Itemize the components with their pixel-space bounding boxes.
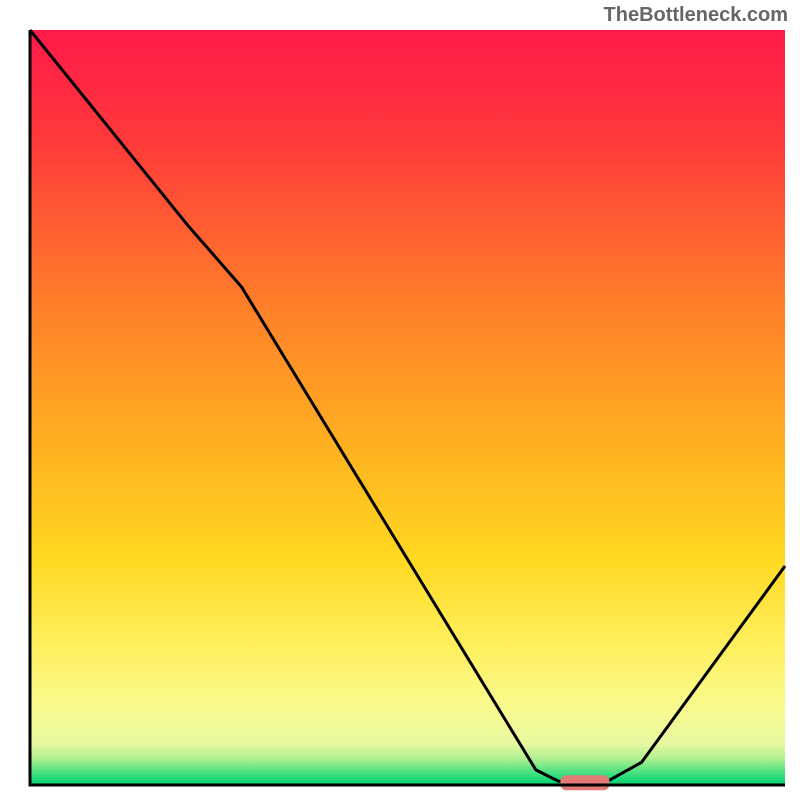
bottleneck-chart xyxy=(0,0,800,800)
chart-container: TheBottleneck.com xyxy=(0,0,800,800)
chart-background xyxy=(30,30,785,785)
watermark-text: TheBottleneck.com xyxy=(604,4,788,27)
optimal-marker xyxy=(560,775,609,790)
